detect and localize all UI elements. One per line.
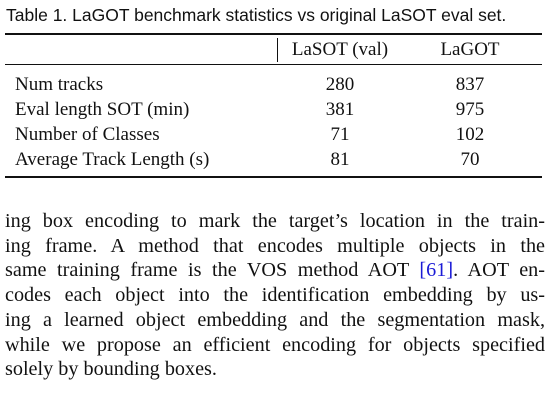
- table-caption: Table 1. LaGOT benchmark statistics vs o…: [6, 5, 507, 25]
- row-label: Eval length SOT (min): [15, 99, 190, 120]
- body-paragraph: ing box encoding to mark the target’s lo…: [5, 209, 545, 382]
- paragraph-line: ing box encoding to mark the target’s lo…: [5, 210, 545, 232]
- paragraph-line: same training frame is the VOS method AO…: [5, 258, 545, 283]
- row-value-lagot: 70: [460, 149, 480, 170]
- citation-link[interactable]: [61]: [419, 259, 454, 282]
- header-lagot: LaGOT: [440, 39, 500, 60]
- row-value-lagot: 102: [455, 124, 485, 145]
- paragraph-line-text: same training frame is the VOS method AO…: [5, 259, 420, 282]
- header-lasot-val: LaSOT (val): [291, 39, 389, 60]
- row-value-lagot: 975: [455, 99, 485, 120]
- table-top-rule: [5, 33, 542, 35]
- table-header-divider: [277, 38, 278, 62]
- paragraph-line: codes each object into the identificatio…: [5, 284, 545, 307]
- paragraph-line-text: . AOT en-: [453, 259, 545, 282]
- row-value-lasot: 81: [330, 149, 350, 170]
- row-value-lasot: 280: [325, 74, 355, 95]
- row-label: Number of Classes: [15, 124, 160, 145]
- row-label: Num tracks: [15, 74, 104, 95]
- row-value-lasot: 71: [330, 124, 350, 145]
- paragraph-line: ing frame. A method that encodes multipl…: [5, 234, 545, 257]
- paragraph-line: ing a learned object embedding and the s…: [5, 308, 545, 331]
- row-label: Average Track Length (s): [15, 149, 210, 170]
- paragraph-line: solely by bounding boxes.: [5, 358, 217, 381]
- row-value-lasot: 381: [325, 99, 355, 120]
- paragraph-line: while we propose an efficient encoding f…: [5, 333, 545, 356]
- table-header-rule: [5, 64, 542, 65]
- row-value-lagot: 837: [455, 74, 485, 95]
- table-bottom-rule: [5, 176, 542, 178]
